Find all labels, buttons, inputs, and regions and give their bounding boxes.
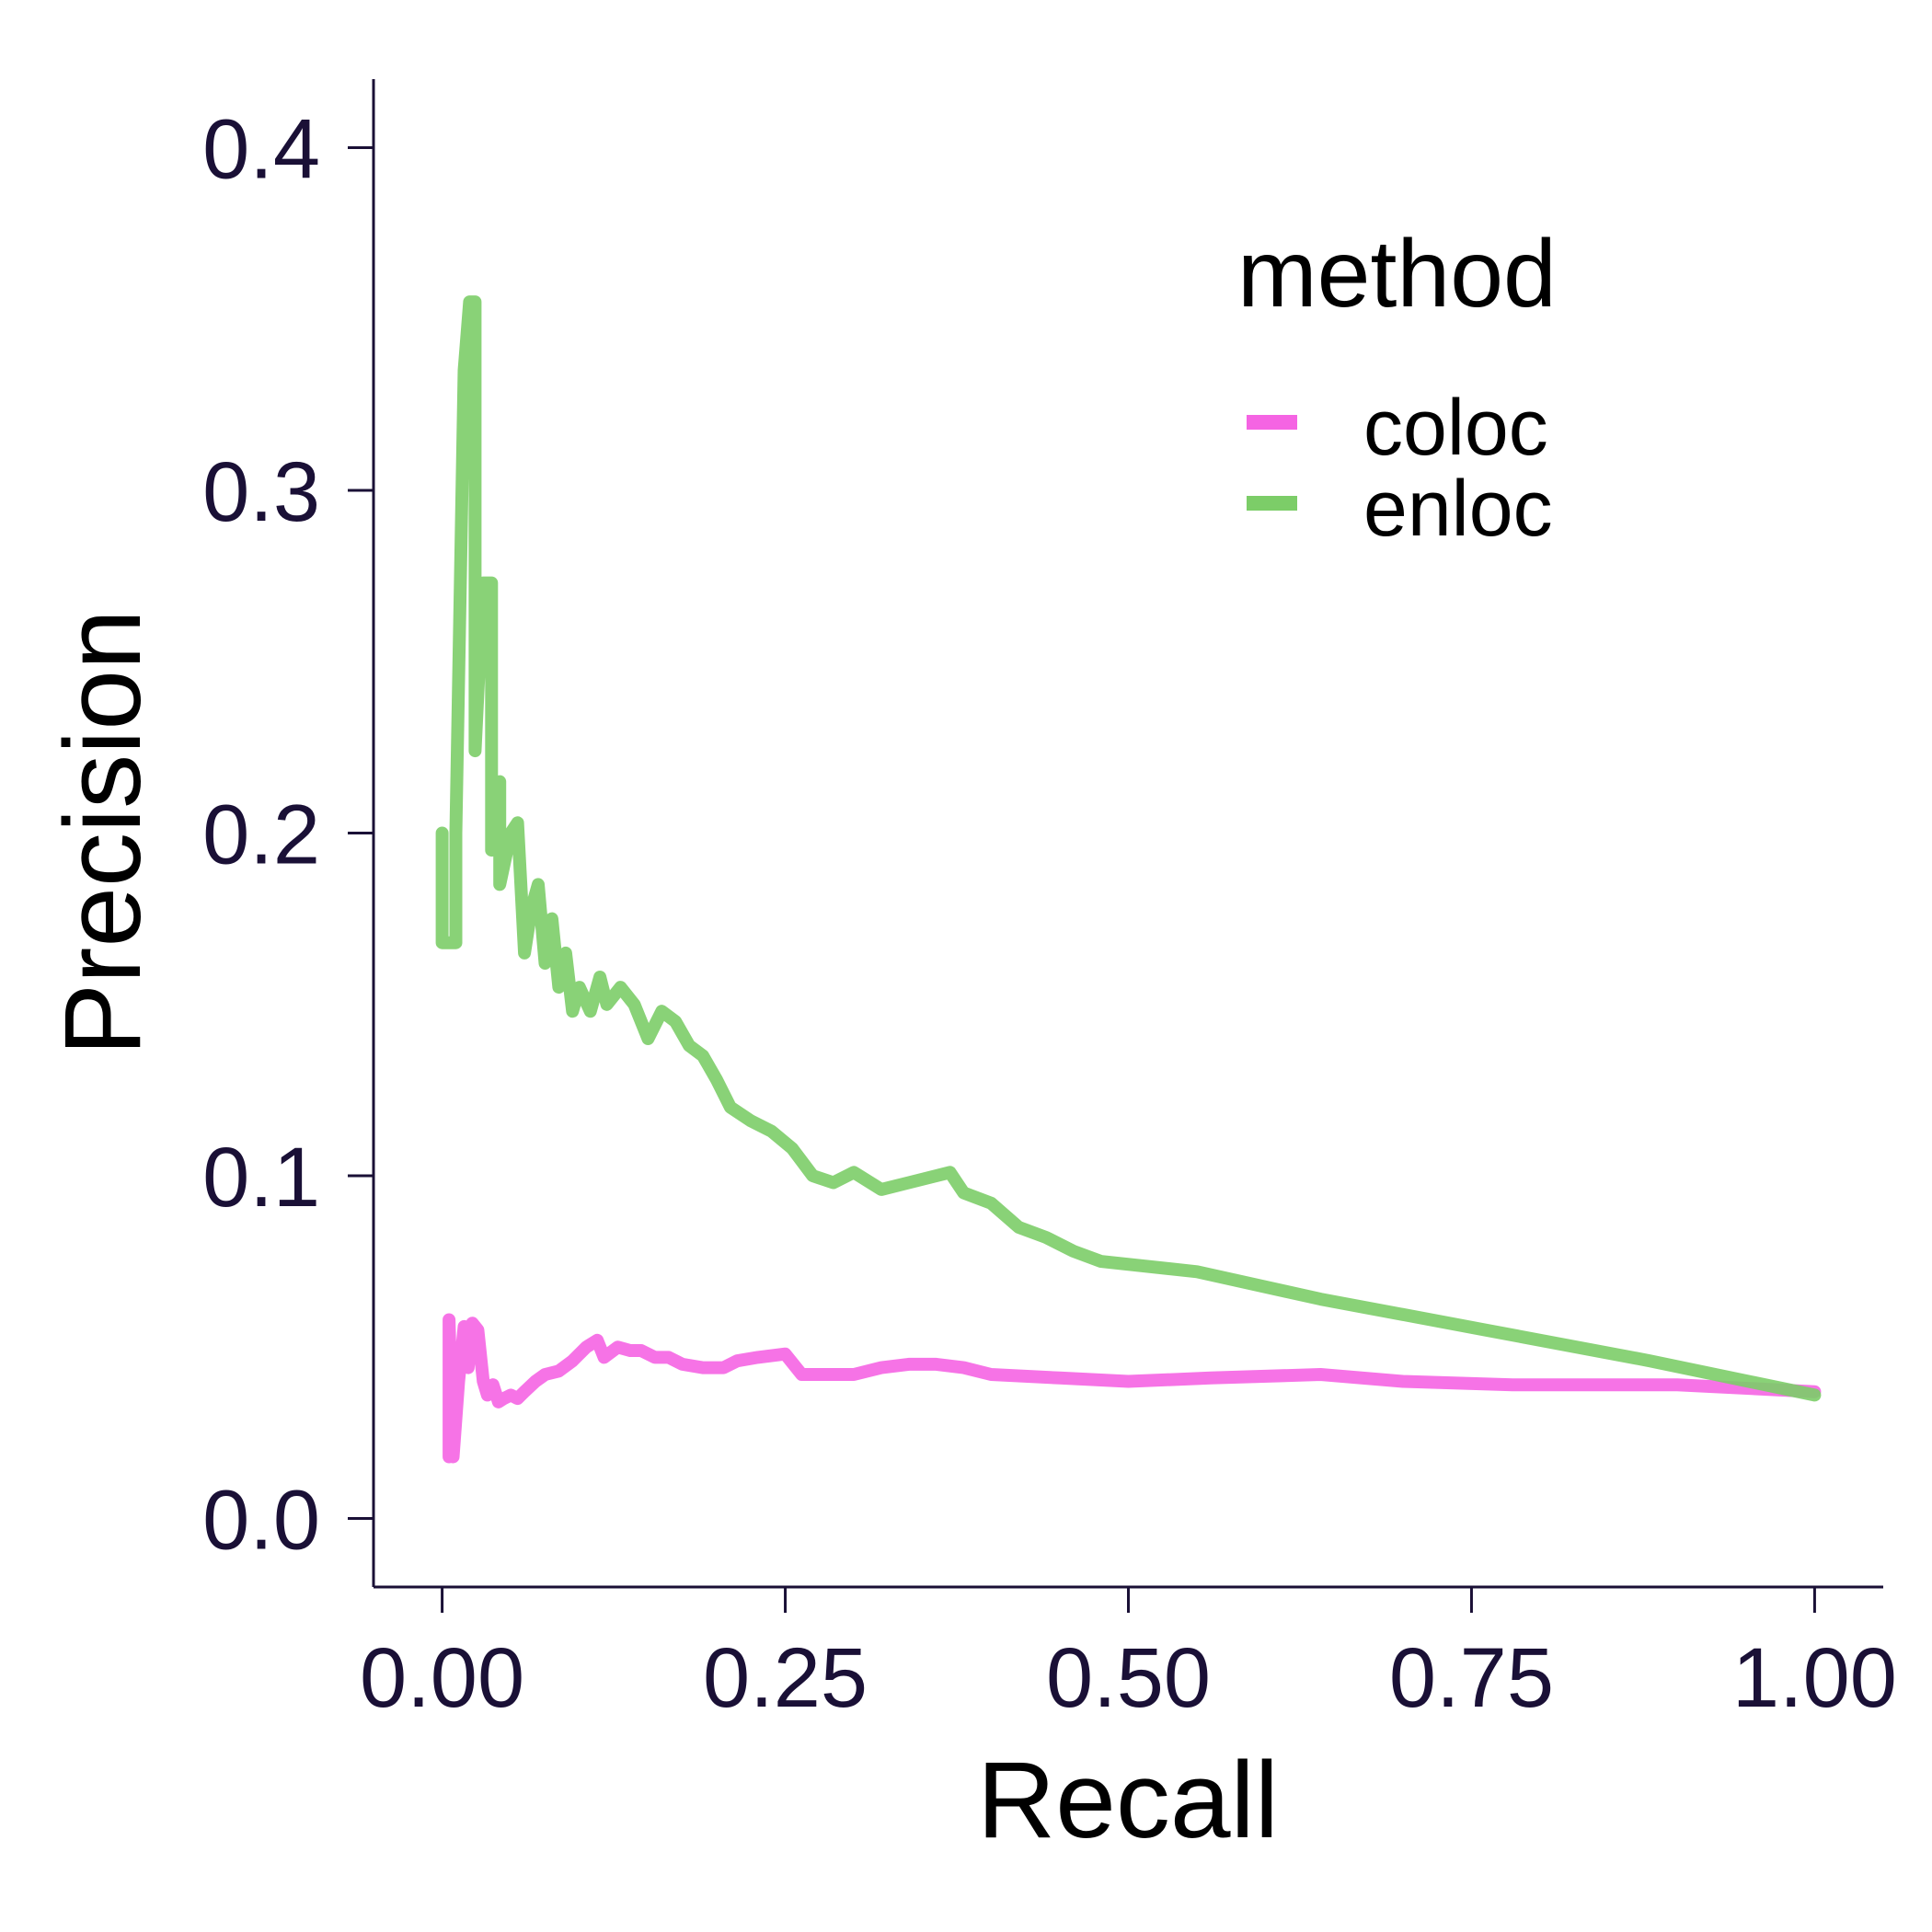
- y-tick-label: 0.4: [202, 103, 320, 197]
- x-tick-label: 0.75: [1389, 1631, 1554, 1725]
- legend: method coloc enloc: [1237, 221, 1557, 553]
- plot-series-group: [435, 295, 1822, 1464]
- y-tick-label: 0.2: [202, 788, 320, 882]
- x-tick-label: 0.00: [360, 1631, 524, 1725]
- x-tick-label: 0.25: [703, 1631, 868, 1725]
- x-axis-ticks: 0.00 0.25 0.50 0.75 1.00: [360, 1587, 1897, 1725]
- y-axis-title: Precision: [42, 609, 164, 1055]
- legend-label-coloc: coloc: [1363, 384, 1548, 472]
- y-tick-label: 0.1: [202, 1131, 320, 1225]
- series-line-enloc: [435, 295, 1822, 1402]
- y-axis-ticks: 0.0 0.1 0.2 0.3 0.4: [202, 103, 374, 1568]
- x-axis-title: Recall: [977, 1740, 1279, 1861]
- series-line-coloc: [443, 1313, 1822, 1464]
- y-tick-label: 0.0: [202, 1474, 320, 1568]
- legend-title: method: [1237, 221, 1557, 328]
- legend-label-enloc: enloc: [1363, 465, 1553, 553]
- x-tick-label: 1.00: [1732, 1631, 1897, 1725]
- y-tick-label: 0.3: [202, 445, 320, 539]
- x-tick-label: 0.50: [1046, 1631, 1211, 1725]
